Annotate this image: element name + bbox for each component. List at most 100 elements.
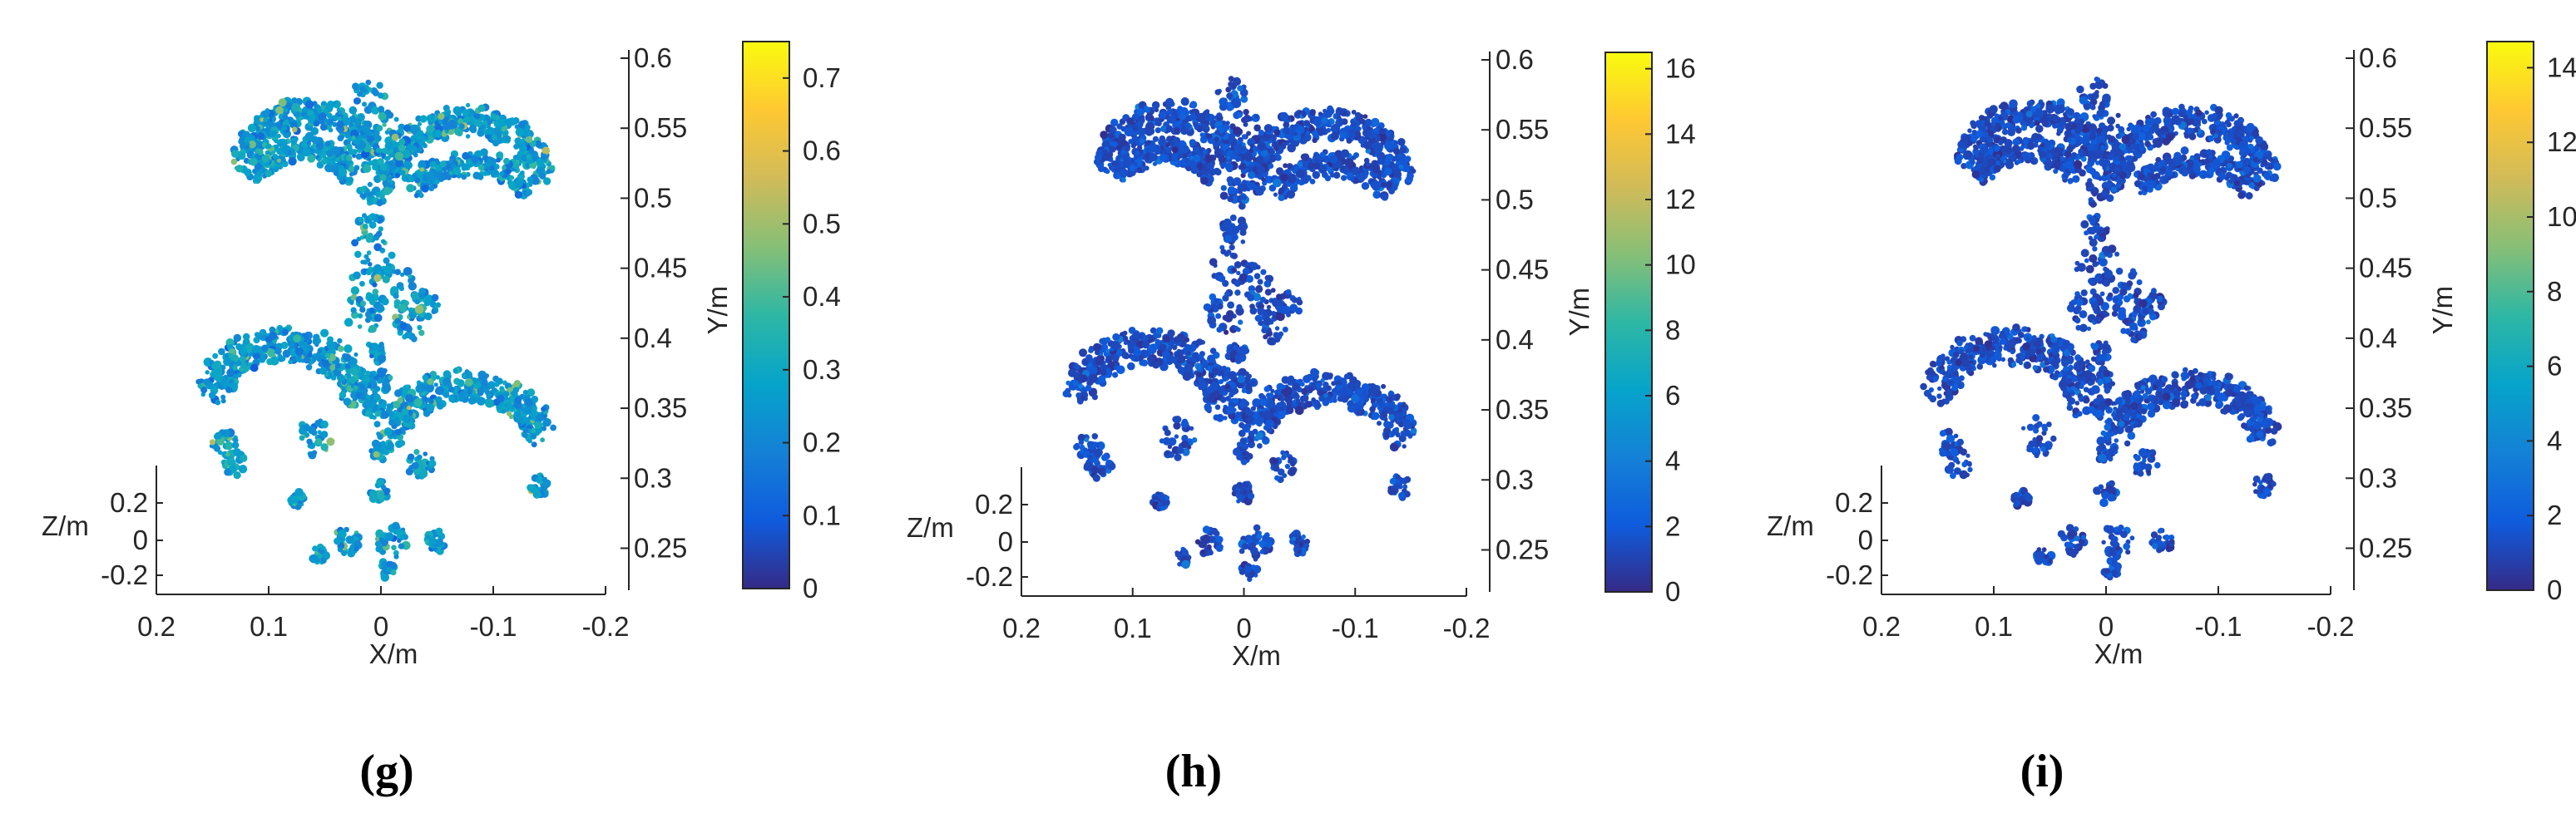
data-point	[1103, 352, 1109, 357]
data-point	[1255, 285, 1263, 293]
data-point	[351, 135, 356, 140]
data-point	[1170, 152, 1179, 161]
data-point	[310, 126, 319, 136]
data-point	[1356, 116, 1361, 121]
data-point	[1108, 133, 1114, 139]
data-point	[1238, 189, 1243, 195]
data-point	[1212, 140, 1219, 147]
data-point	[477, 104, 486, 112]
data-point	[1339, 131, 1347, 139]
data-point	[1386, 154, 1393, 162]
data-point	[1263, 386, 1271, 392]
data-point	[1331, 381, 1337, 387]
data-point	[1315, 382, 1322, 389]
data-point	[397, 538, 402, 544]
data-point	[341, 550, 348, 556]
data-point	[326, 437, 335, 446]
data-point	[487, 392, 492, 398]
data-point	[524, 398, 533, 407]
data-point	[367, 181, 373, 187]
data-point	[527, 176, 533, 183]
data-point	[1312, 130, 1318, 137]
data-point	[1116, 145, 1122, 150]
y-tick-label: 0.35	[634, 392, 687, 423]
data-point	[269, 130, 277, 138]
data-point	[1354, 131, 1362, 137]
data-point	[303, 356, 311, 364]
data-point	[393, 549, 399, 556]
data-point	[1282, 126, 1291, 135]
data-point	[1218, 149, 1224, 155]
data-point	[509, 175, 515, 180]
data-point	[349, 171, 354, 177]
data-point	[357, 313, 363, 319]
data-point	[1218, 274, 1226, 283]
data-point	[390, 569, 397, 576]
data-point	[374, 540, 382, 547]
data-point	[259, 353, 266, 362]
data-point	[1155, 338, 1161, 345]
data-point	[1193, 121, 1199, 127]
data-point	[205, 370, 210, 375]
data-point	[1128, 139, 1134, 145]
data-point	[289, 121, 298, 129]
data-point	[1124, 127, 1134, 137]
data-point	[414, 177, 421, 184]
data-point	[1286, 190, 1296, 199]
data-point	[1322, 399, 1330, 407]
data-point	[1372, 181, 1379, 190]
data-point	[1231, 267, 1238, 274]
data-point	[1362, 114, 1368, 119]
data-point	[1214, 136, 1219, 142]
data-point	[1262, 180, 1268, 186]
data-point	[1233, 345, 1239, 351]
data-point	[428, 536, 437, 545]
colorbar-tick-label: 0.1	[803, 500, 841, 530]
data-point	[406, 405, 412, 411]
data-point	[1237, 375, 1246, 383]
data-point	[1193, 154, 1201, 162]
data-point	[225, 386, 233, 393]
data-point	[1380, 181, 1387, 188]
data-point	[458, 123, 465, 130]
data-point	[410, 125, 418, 132]
y-tick-label: 0.5	[1496, 184, 1534, 214]
colorbar	[742, 41, 790, 589]
data-point	[347, 549, 356, 558]
data-point	[331, 146, 341, 155]
data-point	[1301, 387, 1308, 396]
y-tick-label: 0.3	[1496, 464, 1534, 495]
data-point	[282, 349, 291, 358]
data-point	[1365, 148, 1372, 154]
data-point	[1283, 163, 1288, 169]
data-point	[418, 293, 425, 299]
data-point	[368, 221, 377, 229]
data-point	[370, 213, 376, 219]
data-point	[418, 160, 426, 168]
data-point	[1097, 165, 1105, 173]
data-point	[1226, 92, 1234, 100]
data-point	[1171, 111, 1179, 119]
data-point	[319, 123, 328, 131]
data-point	[1196, 126, 1204, 133]
data-point	[485, 398, 494, 408]
data-point	[1261, 177, 1266, 182]
data-point	[1196, 171, 1203, 178]
data-point	[438, 112, 445, 121]
data-point	[363, 127, 370, 134]
x-tick-label: -0.2	[582, 611, 630, 642]
data-point	[1189, 343, 1197, 352]
data-point	[447, 382, 452, 388]
data-point	[383, 147, 388, 153]
data-point	[542, 417, 551, 427]
data-point	[514, 190, 523, 199]
data-point	[425, 535, 430, 540]
data-point	[319, 367, 327, 375]
data-point	[349, 376, 357, 384]
data-point	[1316, 402, 1322, 408]
data-point	[1313, 117, 1322, 126]
data-point	[1316, 127, 1325, 136]
data-point	[308, 451, 317, 460]
data-point	[522, 128, 531, 137]
data-point	[1257, 278, 1263, 285]
